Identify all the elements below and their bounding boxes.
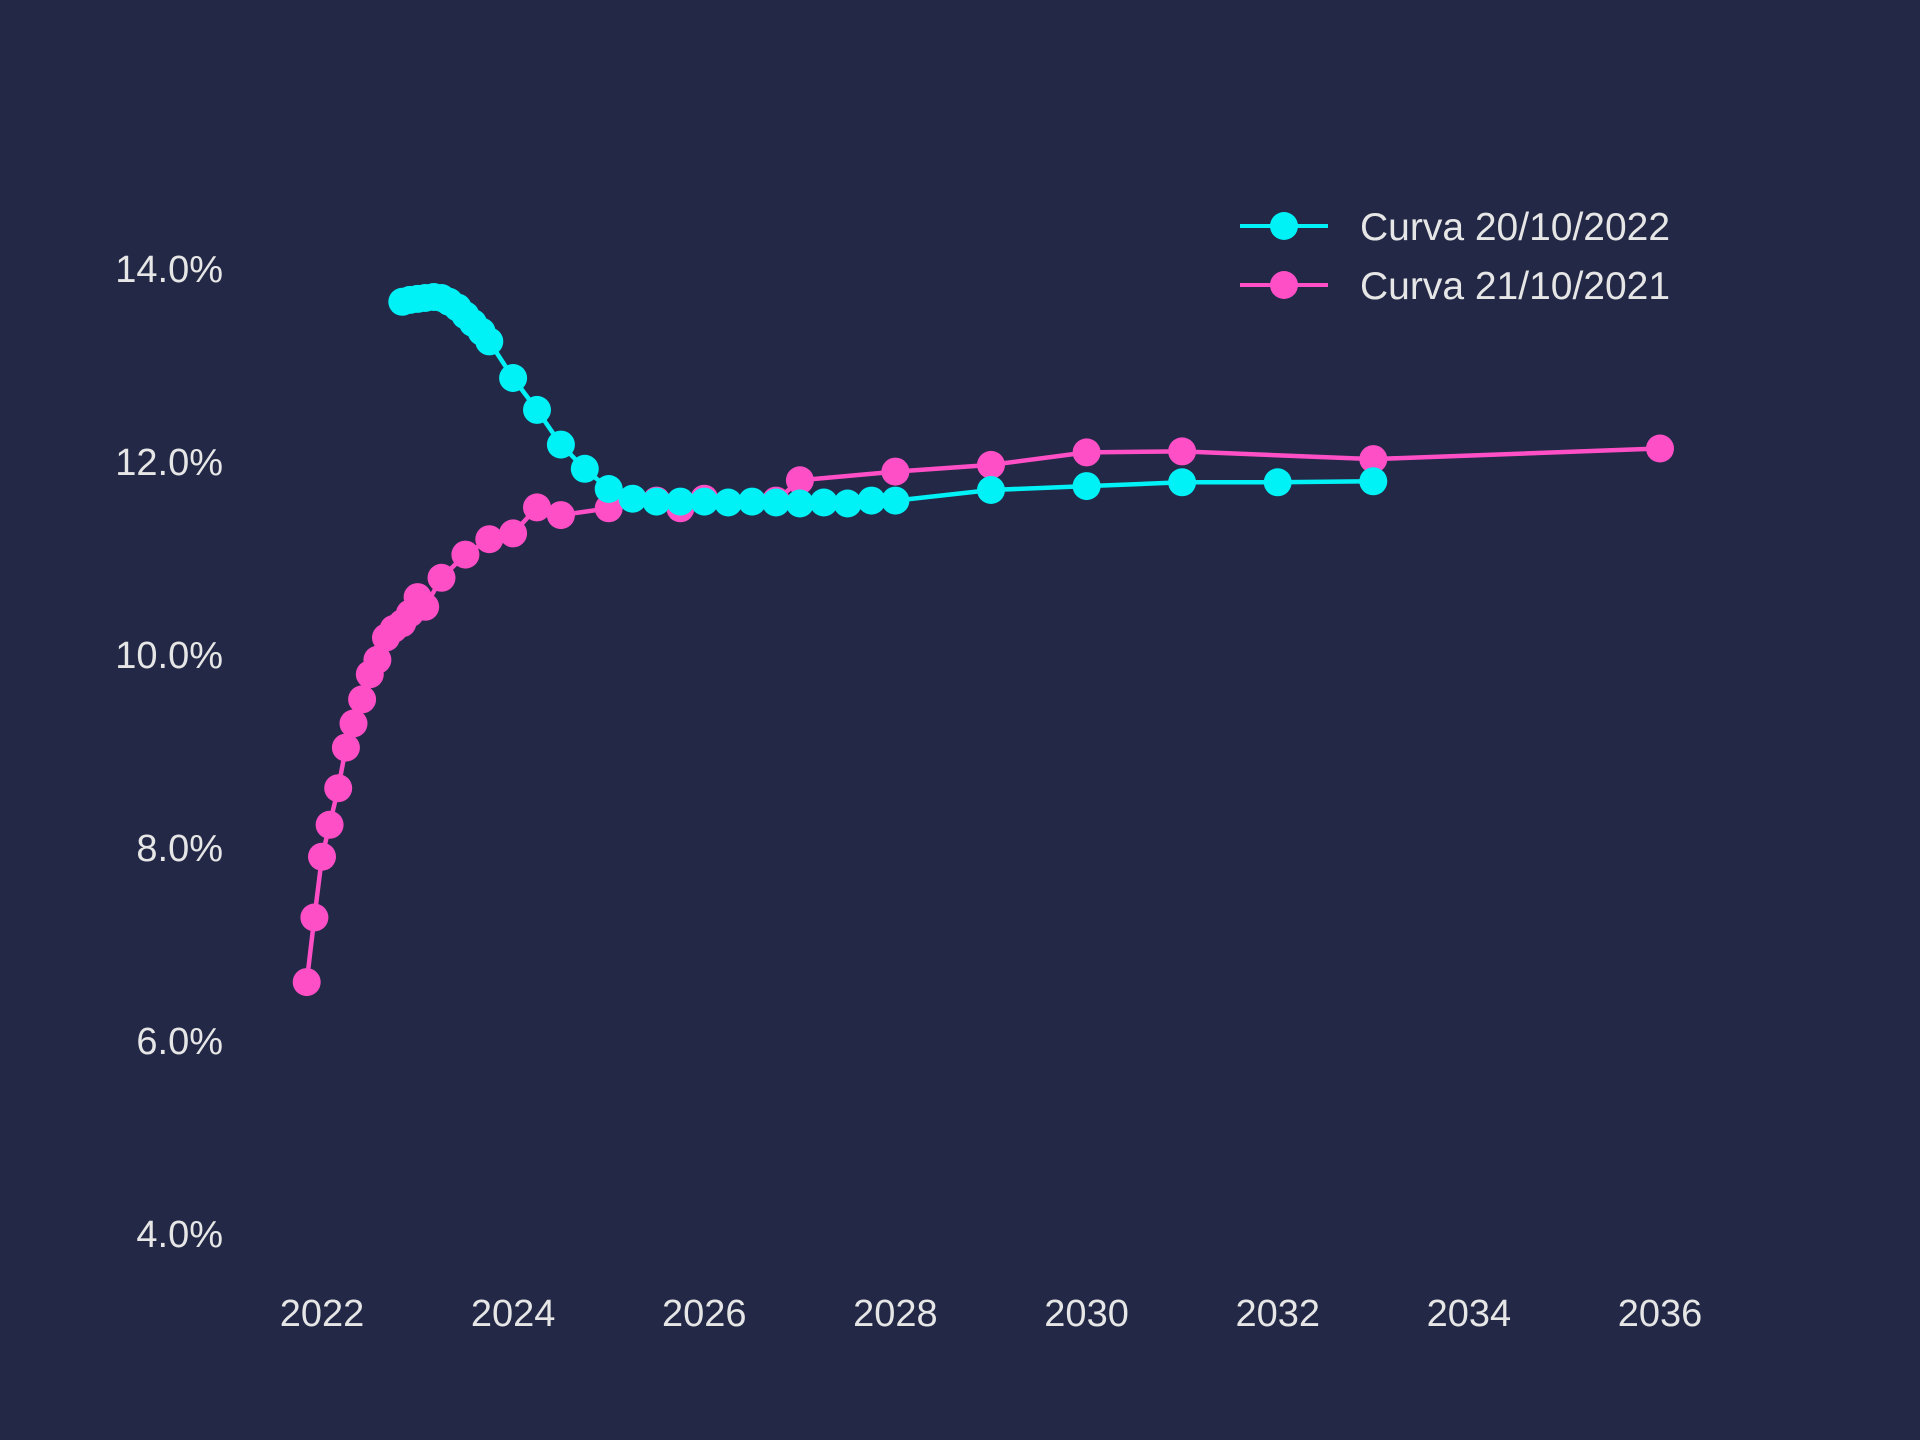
series-0-point [690,487,719,516]
y-tick-label: 12.0% [115,442,223,484]
series-1-point [308,842,336,871]
series-1-point [1646,434,1674,463]
x-tick-label: 2034 [1427,1293,1512,1335]
series-0-point [833,489,862,518]
y-axis-ticks: 4.0% 6.0% 8.0% 10.0% 12.0% 14.0% [115,249,223,1256]
series-0-point [762,488,790,517]
series-1-point [977,450,1005,479]
series-0-point [570,454,599,483]
series-1-point [411,592,440,621]
series-1-point [427,563,456,592]
series-1-point [339,709,368,738]
legend-label-series-1: Curva 21/10/2021 [1360,265,1670,308]
series-0-point [1168,468,1197,497]
series-1-point [1072,438,1101,467]
series-1-point [324,774,353,803]
x-tick-label: 2026 [662,1293,747,1335]
series-0-point [1263,468,1292,497]
series-1-point [292,968,321,997]
series-0-point [809,488,838,517]
x-tick-label: 2036 [1618,1293,1703,1335]
series-0-point [546,430,575,459]
series-0-point [499,364,528,392]
x-tick-label: 2032 [1235,1293,1320,1335]
x-axis-ticks: 2022 2024 2026 2028 2030 2032 2034 2036 [280,1293,1703,1335]
series-1-point [594,494,623,523]
legend-marker-series-0 [1270,212,1298,240]
series-1-point [785,466,814,495]
series-0-point [618,484,647,513]
series-layer [292,283,1674,997]
y-tick-label: 8.0% [136,828,223,870]
series-0-point [666,487,695,516]
series-0-point [1359,467,1388,496]
series-0-point [977,476,1005,504]
y-tick-label: 6.0% [136,1021,223,1063]
series-1-point [546,501,575,530]
x-tick-label: 2030 [1044,1293,1129,1335]
y-tick-label: 10.0% [115,635,223,677]
x-tick-label: 2028 [853,1293,938,1335]
series-1-point [331,733,360,762]
series-0-point [714,488,743,517]
series-0-point [785,489,814,518]
legend-entry-1: Curva 21/10/2021 [1240,265,1670,308]
series-0-point [738,487,767,516]
series-1-point [348,685,377,714]
series-0-point [1072,472,1101,501]
series-1-point [300,903,329,932]
series-0-point [594,475,623,503]
x-tick-label: 2022 [280,1293,365,1335]
legend: Curva 20/10/2022 Curva 21/10/2021 [1240,206,1670,308]
series-0-point [523,395,551,424]
series-1-point [1168,437,1197,466]
x-tick-label: 2024 [471,1293,556,1335]
legend-entry-0: Curva 20/10/2022 [1240,206,1670,249]
series-1-point [363,645,392,674]
series-0-point [857,486,886,515]
y-tick-label: 14.0% [115,249,223,291]
legend-label-series-0: Curva 20/10/2022 [1360,206,1670,249]
series-0 [388,283,1388,518]
y-tick-label: 4.0% [136,1214,223,1256]
series-0-point [881,486,910,515]
series-0-point [642,487,671,516]
legend-marker-series-1 [1270,271,1298,299]
series-1-point [1359,445,1388,474]
series-1-point [451,540,480,569]
series-1-point [315,810,344,839]
series-1-point [475,525,504,554]
series-1-point [881,457,910,486]
series-1-point [523,493,551,522]
series-1 [292,434,1674,997]
series-0-point [475,327,504,356]
series-1-point [499,519,528,548]
